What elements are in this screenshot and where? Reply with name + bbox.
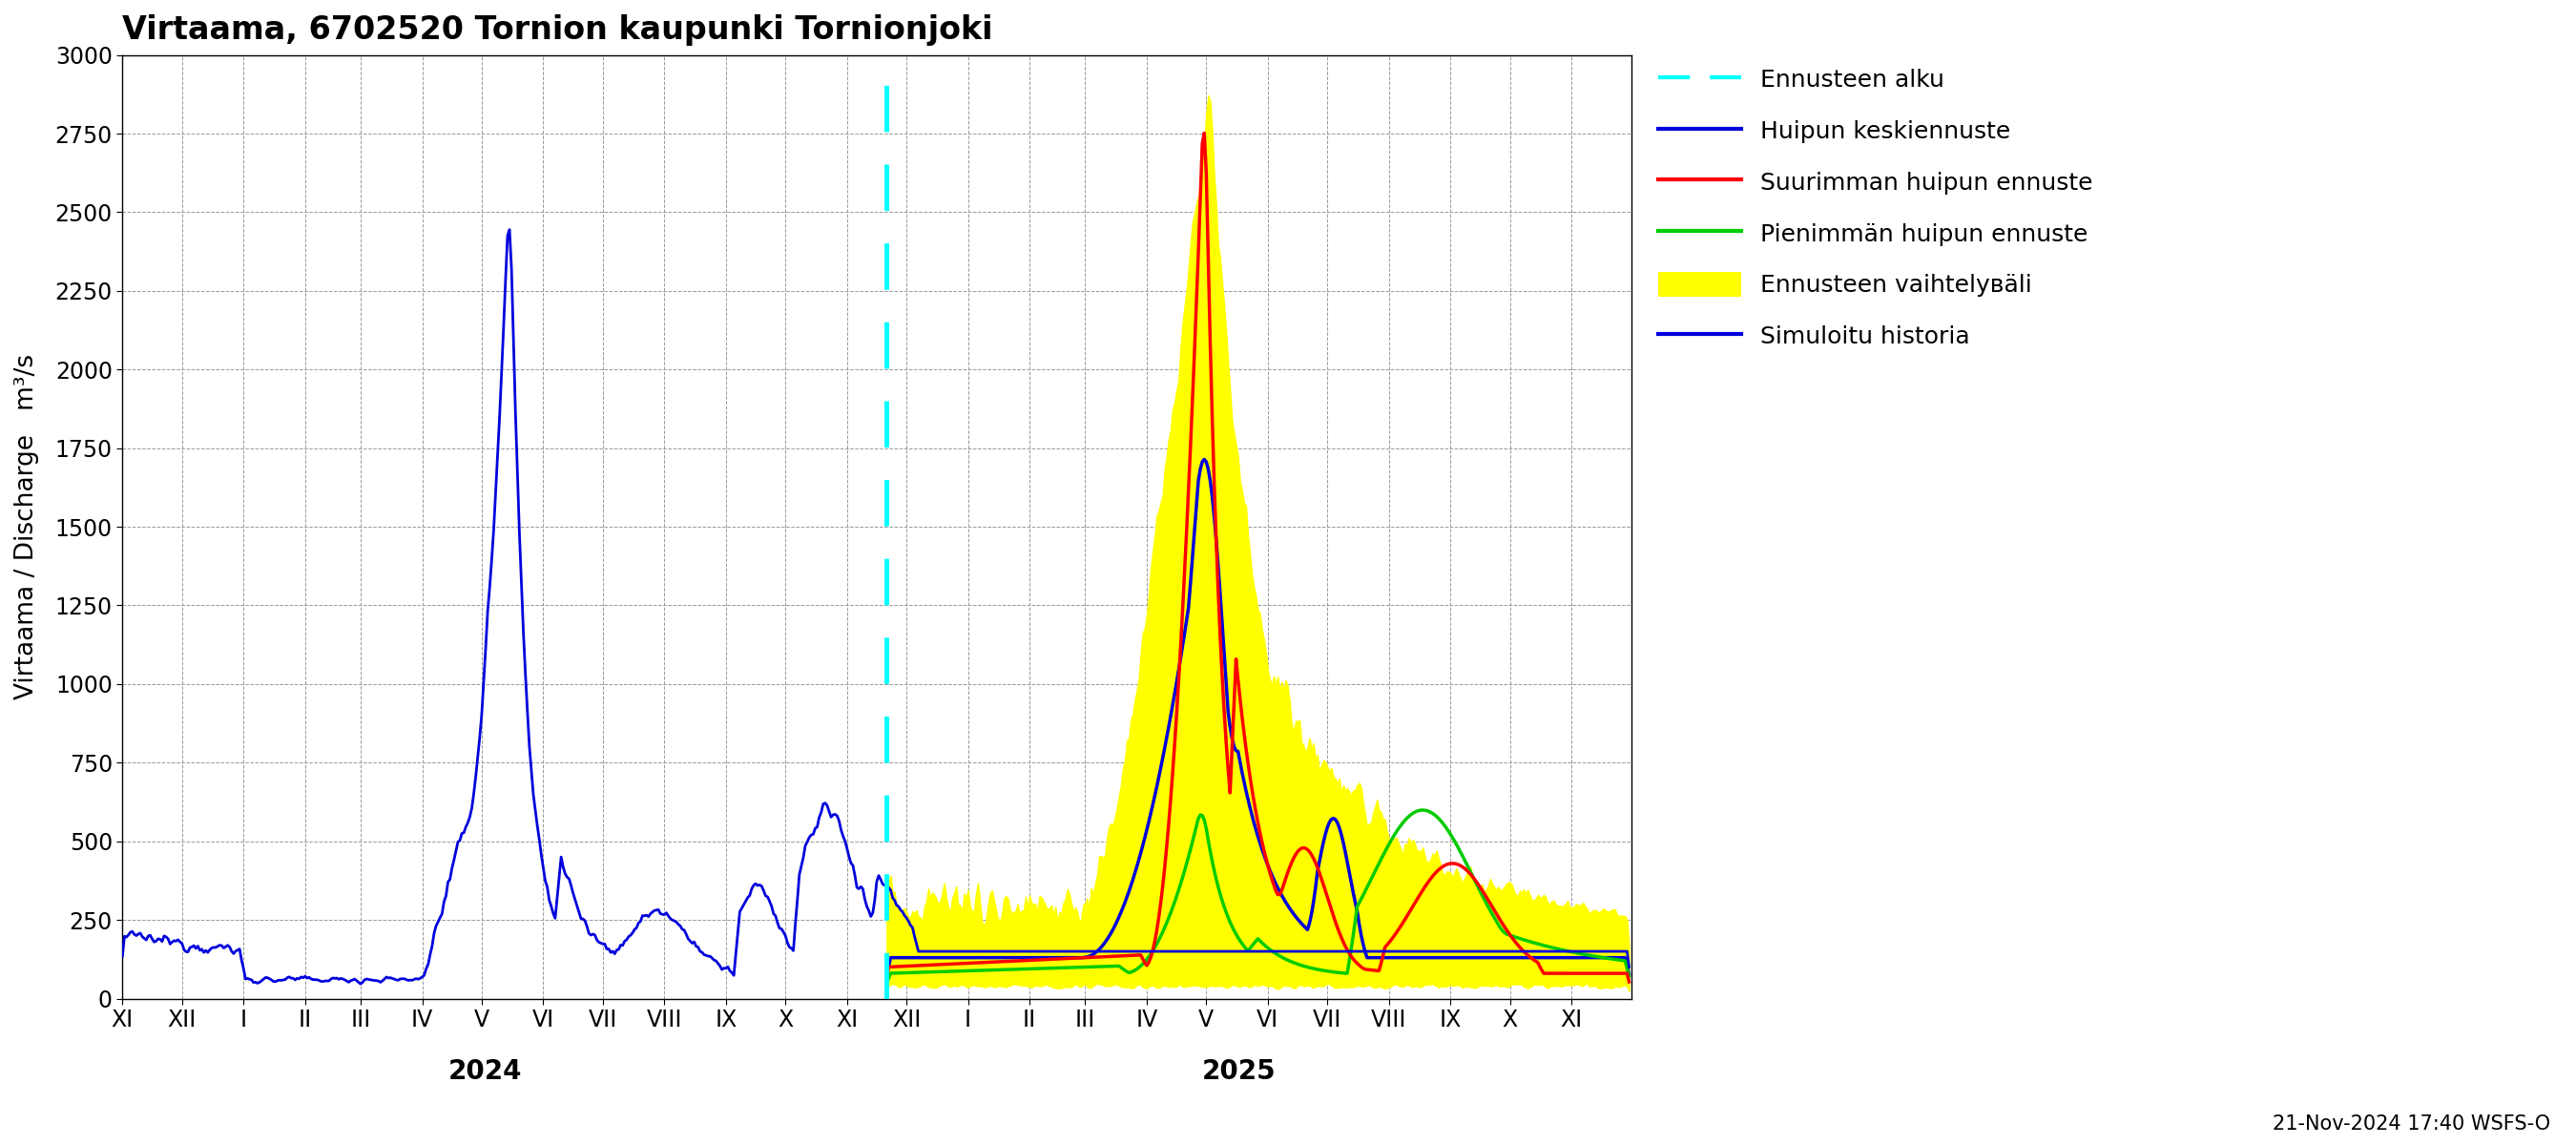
Legend: Ennusteen alku, Huipun keskiennuste, Suurimman huipun ennuste, Pienimmän huipun : Ennusteen alku, Huipun keskiennuste, Suu…: [1659, 66, 2094, 348]
Text: 21-Nov-2024 17:40 WSFS-O: 21-Nov-2024 17:40 WSFS-O: [2272, 1114, 2550, 1134]
Text: Virtaama, 6702520 Tornion kaupunki Tornionjoki: Virtaama, 6702520 Tornion kaupunki Torni…: [124, 14, 992, 46]
Text: 2025: 2025: [1203, 1058, 1275, 1085]
Text: 2024: 2024: [448, 1058, 523, 1085]
Y-axis label: Virtaama / Discharge   m³/s: Virtaama / Discharge m³/s: [15, 354, 39, 700]
